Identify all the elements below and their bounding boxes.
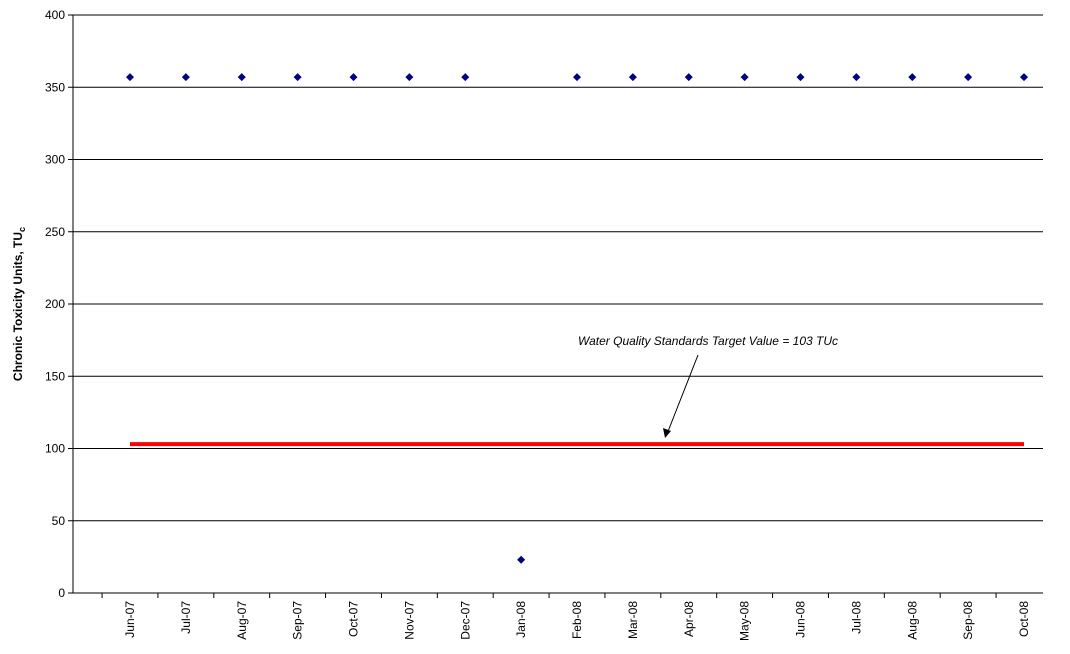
x-tick-label: Jun-08 [794, 601, 808, 638]
x-tick-label: Nov-07 [402, 601, 416, 640]
y-tick-label: 50 [52, 514, 66, 528]
y-tick-label: 200 [45, 297, 65, 311]
point [126, 73, 134, 82]
annotation-arrow [666, 354, 699, 435]
point [517, 555, 526, 564]
x-tick-label: Aug-08 [905, 601, 919, 640]
y-tick-label: 400 [45, 8, 65, 22]
point [908, 73, 917, 82]
x-tick-label: Sep-08 [961, 601, 975, 640]
point [852, 73, 861, 82]
y-tick-label: 150 [45, 369, 65, 383]
point [181, 73, 190, 82]
x-tick-label: Mar-08 [626, 601, 640, 639]
point [964, 73, 973, 82]
point [293, 73, 302, 82]
x-tick-label: Dec-07 [458, 601, 472, 640]
point [628, 73, 637, 82]
y-axis-label: Chronic Toxicity Units, TUc [11, 227, 27, 381]
point [237, 73, 246, 82]
point [573, 73, 581, 82]
point [684, 73, 693, 82]
x-tick-label: Oct-07 [347, 601, 361, 637]
point [1020, 73, 1028, 82]
x-tick-label: Oct-08 [1017, 601, 1031, 637]
x-tick-label: Jul-07 [179, 601, 193, 634]
annotation-arrowhead [663, 428, 671, 438]
y-tick-label: 300 [45, 153, 65, 167]
x-tick-label: Apr-08 [682, 601, 696, 637]
x-tick-label: Feb-08 [570, 601, 584, 639]
x-tick-label: Jun-07 [123, 601, 137, 638]
y-tick-label: 250 [45, 225, 65, 239]
y-tick-label: 0 [58, 586, 65, 600]
point [405, 73, 414, 82]
point [349, 73, 358, 82]
point [796, 73, 805, 82]
y-axis-label-main: Chronic Toxicity Units, TU [11, 232, 25, 381]
x-tick-label: Aug-07 [235, 601, 249, 640]
point [740, 73, 749, 82]
x-tick-label: Sep-07 [291, 601, 305, 640]
y-tick-label: 350 [45, 80, 65, 94]
x-tick-label: Jan-08 [514, 601, 528, 638]
y-tick-label: 100 [45, 442, 65, 456]
x-tick-label: May-08 [738, 601, 752, 641]
x-tick-label: Jul-08 [849, 601, 863, 634]
annotation: Water Quality Standards Target Value = 1… [578, 334, 838, 348]
point [461, 73, 470, 82]
y-axis-label-sub: c [17, 227, 27, 232]
